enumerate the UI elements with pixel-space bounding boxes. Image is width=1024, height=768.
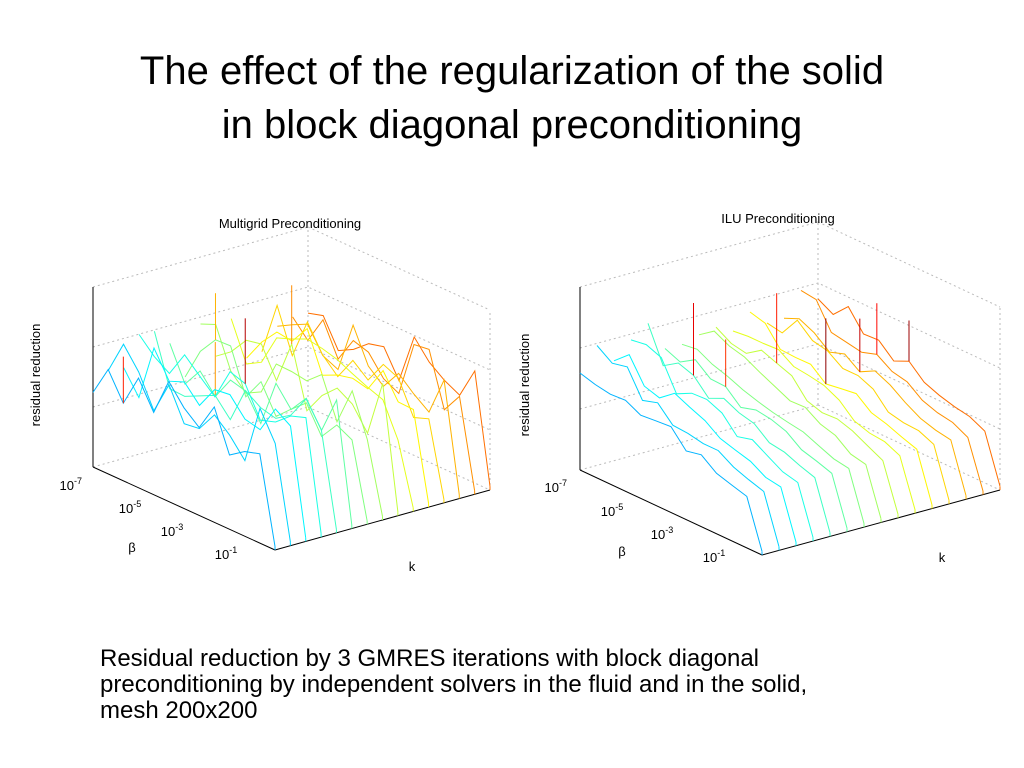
waterfall-line <box>783 317 967 496</box>
plot-title: ILU Preconditioning <box>721 211 834 226</box>
beta-tick-label: 10-1 <box>703 548 725 565</box>
beta-tick-label-exp: -3 <box>665 525 673 535</box>
beta-tick-label-base: 10 <box>651 527 665 542</box>
waterfall-line <box>715 326 899 515</box>
z-tick-label: 10-7 <box>60 476 82 493</box>
waterfall-line <box>230 318 414 508</box>
waterfall-line <box>261 303 445 500</box>
k-axis-label: k <box>939 550 946 565</box>
waterfall-line <box>153 331 337 530</box>
waterfall-line <box>698 330 882 519</box>
waterfall-line <box>732 330 916 510</box>
waterfall-line <box>277 323 460 496</box>
grid-line <box>92 286 491 371</box>
waterfall-line <box>200 323 383 517</box>
z-tick-label-base: 10 <box>545 480 559 495</box>
beta-tick-label-base: 10 <box>215 547 229 562</box>
waterfall-line <box>292 316 476 491</box>
beta-tick-label: 10-3 <box>651 525 673 542</box>
beta-tick-label: 10-5 <box>601 502 623 519</box>
grid-line <box>817 404 1001 491</box>
beta-tick-label-base: 10 <box>601 504 615 519</box>
z-tick-label-base: 10 <box>60 478 74 493</box>
z-tick-label-exp: -7 <box>559 478 567 488</box>
waterfall-line <box>92 368 276 547</box>
beta-axis-label: β <box>618 544 625 559</box>
beta-tick-label-exp: -3 <box>175 522 183 532</box>
plot-title: Multigrid Preconditioning <box>219 216 361 231</box>
waterfall-line <box>138 334 322 534</box>
beta-tick-label-exp: -5 <box>615 502 623 512</box>
beta-tick-label-base: 10 <box>703 550 717 565</box>
beta-tick-label-exp: -1 <box>717 548 725 558</box>
grid-line <box>92 226 309 288</box>
waterfall-line <box>246 327 430 504</box>
waterfall-line <box>613 353 797 543</box>
slide-title: The effect of the regularization of the … <box>140 49 884 93</box>
waterfall-line <box>215 339 399 513</box>
beta-tick-label-base: 10 <box>119 501 133 516</box>
axis-line <box>579 469 763 556</box>
beta-tick-label: 10-5 <box>119 499 141 516</box>
waterfall-line <box>596 345 780 547</box>
grid-line <box>92 406 309 468</box>
beta-tick-label-exp: -5 <box>133 499 141 509</box>
waterfall-line <box>107 343 291 543</box>
caption: Residual reduction by 3 GMRES iterations… <box>100 645 759 672</box>
axis-line <box>92 466 276 551</box>
waterfall-line <box>307 312 491 487</box>
waterfall-line <box>579 372 763 552</box>
z-tick-label: 10-7 <box>545 478 567 495</box>
grid-line <box>579 221 819 288</box>
beta-tick-label-base: 10 <box>161 524 175 539</box>
slide-title: in block diagonal preconditioning <box>222 103 802 147</box>
grid-line <box>92 346 491 431</box>
k-axis-label: k <box>409 559 416 574</box>
waterfall-line <box>184 339 368 521</box>
waterfall-line <box>123 346 307 538</box>
grid-line <box>579 282 1001 369</box>
waterfall-line <box>664 348 848 529</box>
grid-line <box>817 221 1001 308</box>
beta-tick-label: 10-3 <box>161 522 183 539</box>
waterfall-line <box>817 298 1001 487</box>
grid-line <box>307 406 491 491</box>
waterfall-line <box>800 289 984 492</box>
waterfall-line <box>630 339 814 538</box>
waterfall-line <box>647 323 831 533</box>
waterfall-line <box>766 319 950 501</box>
waterfall-line <box>681 343 865 524</box>
z-axis-label: residual reduction <box>28 324 43 427</box>
z-tick-label-exp: -7 <box>74 476 82 486</box>
plot: Multigrid Preconditioning residual reduct… <box>28 216 491 574</box>
z-axis-label: residual reduction <box>517 334 532 437</box>
beta-tick-label: 10-1 <box>215 545 237 562</box>
waterfall-line <box>749 311 933 506</box>
beta-tick-label-exp: -1 <box>229 545 237 555</box>
caption: mesh 200x200 <box>100 697 257 724</box>
grid-line <box>307 226 491 311</box>
caption: preconditioning by independent solvers i… <box>100 671 807 698</box>
plots: Multigrid Preconditioning residual reduct… <box>28 211 1001 574</box>
beta-axis-label: β <box>128 540 135 555</box>
